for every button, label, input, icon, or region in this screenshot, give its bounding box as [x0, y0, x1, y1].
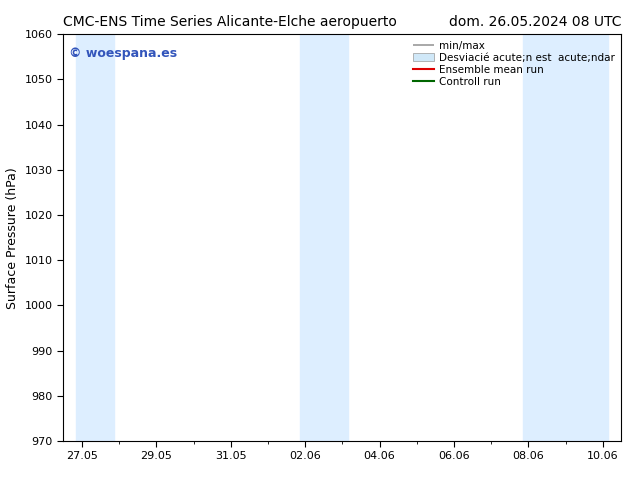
Legend: min/max, Desviacié acute;n est  acute;ndar, Ensemble mean run, Controll run: min/max, Desviacié acute;n est acute;nda…: [409, 36, 619, 91]
Text: © woespana.es: © woespana.es: [69, 47, 177, 59]
Text: CMC-ENS Time Series Alicante-Elche aeropuerto: CMC-ENS Time Series Alicante-Elche aerop…: [63, 15, 398, 29]
Y-axis label: Surface Pressure (hPa): Surface Pressure (hPa): [6, 167, 19, 309]
Bar: [77, 34, 113, 441]
Text: dom. 26.05.2024 08 UTC: dom. 26.05.2024 08 UTC: [449, 15, 621, 29]
Bar: [300, 34, 348, 441]
Bar: [523, 34, 608, 441]
